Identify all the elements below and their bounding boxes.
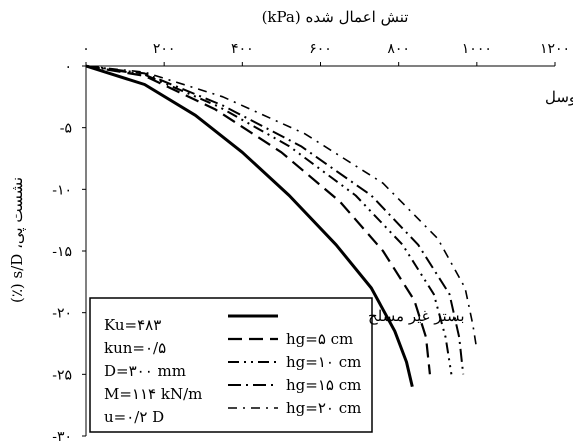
parameter-item: Ku=۴۸۳ [104,316,161,334]
series-line-2 [85,64,431,375]
legend-label-5: hg=۲۰ cm [286,399,361,417]
x-tick-label: ۸۰۰ [387,41,410,57]
series-line-4 [85,65,465,375]
series-line-3 [85,65,453,375]
legend-label-4: hg=۱۵ cm [286,376,361,394]
parameter-item: M=۱۱۴ kN/m [104,385,202,403]
y-axis-title: نشست پی، s/D (٪) [8,177,26,303]
series-layer [85,64,478,388]
y-tick-label: -۳۰ [52,429,72,443]
y-tick-label: -۲۰ [52,306,72,322]
y-tick-label: -۱۵ [52,244,72,260]
x-tick-label: ۱۰۰۰ [462,41,492,57]
series-line-5 [85,65,478,350]
x-tick-label: ۱۲۰۰ [540,41,570,57]
x-tick-label: ۰ [82,41,90,57]
y-tick-label: -۲۵ [52,367,72,383]
y-tick-label: ۰ [64,59,72,75]
y-tick-label: -۱۰ [52,182,72,198]
legend: بستر غیر مسلح hg=۵ cm hg=۱۰ cm hg=۱۵ cm hg=۲… [228,307,465,417]
legend-label-2: hg=۵ cm [286,330,353,348]
parameter-list: Ku=۴۸۳ kun=۰/۵ D=۳۰۰ mm M=۱۱۴ kN/m u=۰/۲ D [104,316,202,426]
parameter-item: kun=۰/۵ [104,339,166,357]
x-tick-label: ۴۰۰ [231,41,254,57]
legend-label-1: بستر غیر مسلح [368,307,465,325]
x-tick-label: ۶۰۰ [309,41,332,57]
legend-label-3: hg=۱۰ cm [286,353,361,371]
parameter-item: u=۰/۲ D [104,408,164,426]
parameter-box-frame [89,297,373,433]
y-tick-label: -۵ [60,121,72,137]
annotation-label: بستر مسلح با ژئوسل [545,88,573,106]
y-ticks: ۰ -۵ -۱۰ -۱۵ -۲۰ -۲۵ -۳۰ [52,59,86,443]
parameter-item: D=۳۰۰ mm [104,362,186,380]
x-ticks: ۰ ۲۰۰ ۴۰۰ ۶۰۰ ۸۰۰ ۱۰۰۰ ۱۲۰۰ [82,41,570,66]
x-axis-title: تنش اعمال شده (kPa) [262,8,409,26]
parameter-box: Ku=۴۸۳ kun=۰/۵ D=۳۰۰ mm M=۱۱۴ kN/m u=۰/۲ D [89,297,373,433]
x-tick-label: ۲۰۰ [153,41,176,57]
series-line-1 [85,64,414,388]
